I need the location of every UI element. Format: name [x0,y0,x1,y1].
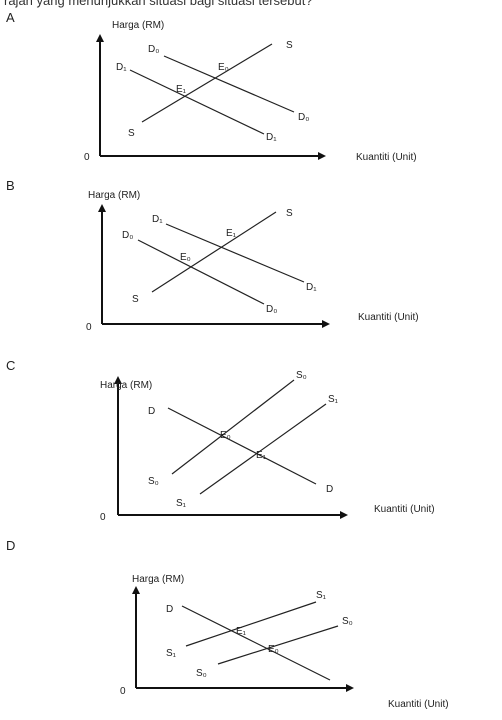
y-axis-label: Harga (RM) [112,20,164,31]
supply-s1-start-label: S₁ [176,498,187,509]
supply-end-label: S [286,208,293,219]
demand-start-label: D [148,406,155,417]
supply-curve-s1 [199,403,327,495]
demand-start-label: D [166,604,173,615]
demand-curve [167,407,317,485]
y-axis-label: Harga (RM) [100,380,152,391]
supply-end-label: S [286,40,293,51]
supply-s1-end-label: S₁ [328,394,339,405]
demand-d1-start-label: D₁ [152,214,163,225]
supply-curve-s1 [185,601,317,647]
equilibrium-e0-label: E₀ [218,62,229,73]
origin-label: 0 [120,686,126,697]
demand-d0-end-label: D₀ [266,304,277,315]
demand-d1-end-label: D₁ [306,282,317,293]
graph-a: Harga (RM) Kuantiti (Unit) 0 S S D₁ D₁ D… [84,20,417,163]
demand-d0-start-label: D₀ [122,230,133,241]
origin-label: 0 [86,322,92,333]
demand-curve [181,605,331,681]
demand-curve-d1 [129,69,265,135]
demand-curve-d0 [163,55,295,113]
y-axis-label: Harga (RM) [88,190,140,201]
supply-curve-s0 [171,379,295,475]
demand-curve-d1 [165,223,305,283]
question-stem-fragment: rajah yang menunjukkan situasi bagi situ… [4,0,313,8]
supply-s0-start-label: S₀ [148,476,159,487]
equilibrium-e1-label: E₁ [226,228,237,239]
equilibrium-e1-label: E₁ [256,450,267,461]
graph-d: Harga (RM) Kuantiti (Unit) 0 D S₁ S₁ S₀ … [120,574,449,710]
option-letter-a: A [6,10,15,25]
supply-s1-end-label: S₁ [316,590,327,601]
supply-s0-end-label: S₀ [296,370,307,381]
supply-start-label: S [128,128,135,139]
graph-b: Harga (RM) Kuantiti (Unit) 0 S S D₁ D₁ D… [86,190,419,333]
graph-c: Harga (RM) Kuantiti (Unit) 0 D D S₀ S₀ S… [100,370,435,523]
x-axis-label: Kuantiti (Unit) [356,152,417,163]
supply-s1-start-label: S₁ [166,648,177,659]
equilibrium-e0-label: E₀ [268,644,279,655]
origin-label: 0 [100,512,106,523]
option-letter-d: D [6,538,16,553]
demand-d1-end-label: D₁ [266,132,277,143]
demand-d0-start-label: D₀ [148,44,159,55]
x-axis-label: Kuantiti (Unit) [388,699,449,710]
demand-end-label: D [326,484,333,495]
x-axis-label: Kuantiti (Unit) [358,312,419,323]
option-letter-b: B [6,178,15,193]
supply-start-label: S [132,294,139,305]
demand-d0-end-label: D₀ [298,112,309,123]
equilibrium-e0-label: E₀ [220,430,231,441]
y-axis-label: Harga (RM) [132,574,184,585]
x-axis-label: Kuantiti (Unit) [374,504,435,515]
equilibrium-e0-label: E₀ [180,252,191,263]
demand-d1-start-label: D₁ [116,62,127,73]
origin-label: 0 [84,152,90,163]
equilibrium-e1-label: E₁ [236,626,247,637]
supply-curve [151,211,277,293]
equilibrium-e1-label: E₁ [176,84,187,95]
supply-s0-start-label: S₀ [196,668,207,679]
demand-curve-d0 [137,239,265,305]
option-letter-c: C [6,358,16,373]
supply-curve [141,43,273,123]
supply-curve-s0 [217,625,339,665]
supply-s0-end-label: S₀ [342,616,353,627]
